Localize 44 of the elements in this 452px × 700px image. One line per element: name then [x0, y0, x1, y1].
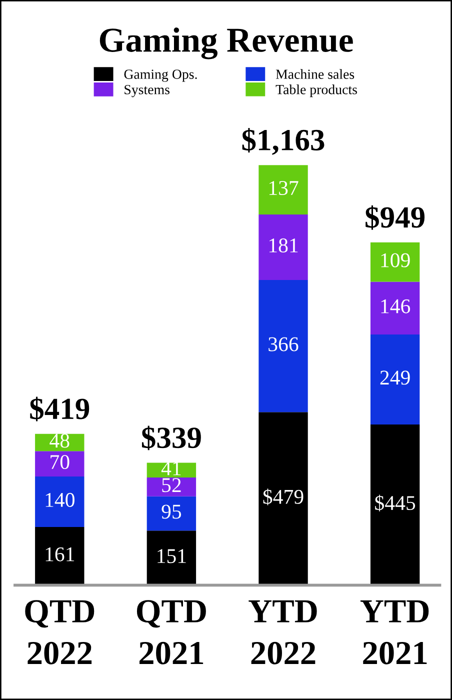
bar: [258, 412, 308, 586]
data-label: 109: [381, 253, 410, 268]
data-label: 48: [50, 434, 70, 448]
x-tick-label: QTD 2022: [25, 600, 94, 664]
x-tick-label: YTD 2022: [248, 600, 317, 664]
legend-label: Gaming Ops.: [124, 70, 197, 82]
data-label: 41: [161, 461, 181, 476]
bar: [258, 214, 308, 280]
data-label: 151: [158, 549, 186, 564]
bar: [146, 530, 196, 586]
bar: [370, 242, 420, 282]
data-label: 146: [381, 299, 410, 314]
x-tick-label: QTD 2021: [136, 600, 206, 664]
data-label: $445: [375, 494, 416, 512]
total-label: $1,163: [242, 128, 324, 155]
data-label: $479: [263, 488, 304, 506]
data-label: 95: [162, 504, 182, 519]
data-label: 137: [269, 181, 298, 196]
data-label: 140: [46, 492, 74, 507]
chart-title: Gaming Revenue: [100, 28, 353, 60]
bar: [146, 478, 196, 496]
total-label: $419: [30, 396, 90, 422]
bar: [370, 282, 420, 334]
data-label: 52: [162, 478, 181, 492]
bar: [370, 424, 420, 586]
bar: [370, 334, 420, 424]
bar: [146, 496, 196, 531]
data-label: 249: [380, 370, 410, 385]
bar: [35, 527, 84, 586]
total-label: $949: [366, 205, 425, 230]
data-label: 161: [46, 547, 74, 562]
x-tick-label: YTD 2021: [360, 600, 429, 664]
data-label: 181: [269, 238, 298, 252]
data-label: 366: [268, 337, 298, 352]
bar: [35, 451, 84, 476]
data-label: 70: [50, 454, 70, 470]
legend-label: Machine sales: [276, 69, 354, 79]
total-label: $339: [142, 426, 201, 450]
bar: [258, 280, 308, 412]
bar: [258, 165, 308, 215]
legend-label: Systems: [124, 84, 170, 98]
legend-label: Table products: [276, 84, 357, 98]
bar: [35, 476, 84, 528]
bar: [146, 462, 196, 478]
